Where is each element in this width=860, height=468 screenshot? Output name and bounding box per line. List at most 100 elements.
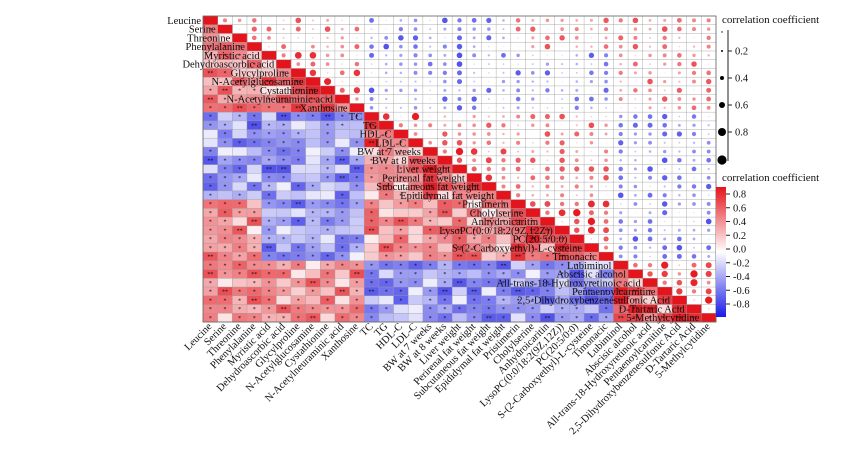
correlation-circle — [309, 69, 317, 77]
heatmap-cell — [408, 155, 424, 165]
heatmap-cell — [217, 164, 233, 174]
correlation-circle — [705, 270, 712, 277]
heatmap-cell — [393, 182, 409, 192]
heatmap-cell — [261, 252, 277, 262]
correlation-circle — [428, 53, 433, 58]
heatmap-cell — [276, 155, 292, 165]
significance-star: * — [473, 237, 476, 243]
correlation-circle — [691, 70, 697, 75]
heatmap-cell — [364, 278, 380, 288]
correlation-circle — [561, 45, 563, 48]
correlation-circle — [603, 227, 609, 234]
significance-star: * — [282, 80, 285, 86]
heatmap-cell — [334, 155, 350, 165]
heatmap-cell — [320, 190, 336, 200]
significance-star: * — [326, 158, 329, 164]
significance-star: * — [311, 185, 314, 191]
correlation-circle — [429, 133, 431, 135]
correlation-circle — [355, 97, 359, 101]
size-legend-dot — [721, 31, 723, 33]
significance-star: * — [267, 150, 270, 156]
correlation-circle — [678, 193, 681, 197]
heatmap-cell — [364, 164, 380, 174]
heatmap-cell — [305, 138, 321, 148]
heatmap-cell — [261, 243, 277, 253]
correlation-circle — [575, 62, 579, 66]
row-label: PC(20:5/0:0) — [513, 235, 568, 246]
correlation-circle — [560, 18, 564, 23]
heatmap-cell — [349, 313, 365, 323]
significance-star: * — [355, 141, 358, 147]
correlation-circle — [383, 43, 390, 50]
heatmap-cell — [437, 182, 453, 192]
correlation-circle — [647, 271, 653, 277]
heatmap-cell — [393, 208, 409, 218]
significance-star: ** — [251, 272, 257, 278]
heatmap-cell — [232, 182, 248, 192]
heatmap-cell — [261, 234, 277, 244]
heatmap-cell — [203, 243, 218, 253]
heatmap-cell — [657, 287, 673, 297]
significance-star: * — [502, 316, 505, 322]
significance-star: * — [546, 255, 549, 261]
correlation-circle — [456, 52, 463, 59]
correlation-circle — [691, 61, 697, 67]
color-legend-label: -0.8 — [733, 300, 750, 311]
correlation-circle — [648, 211, 652, 215]
correlation-circle — [545, 18, 550, 23]
correlation-circle — [296, 62, 301, 66]
correlation-circle — [619, 62, 622, 66]
heatmap-cell — [510, 313, 526, 323]
correlation-circle — [561, 63, 564, 66]
heatmap-cell — [232, 252, 248, 262]
significance-star: * — [414, 281, 417, 287]
correlation-circle — [501, 123, 506, 128]
significance-star: * — [399, 246, 402, 252]
correlation-circle — [398, 26, 404, 32]
correlation-circle — [486, 140, 492, 146]
correlation-circle — [385, 106, 388, 109]
heatmap-cell — [496, 252, 512, 262]
significance-star: ** — [544, 228, 550, 234]
heatmap-cell — [349, 278, 365, 288]
correlation-circle — [706, 149, 711, 154]
correlation-circle — [618, 53, 623, 58]
heatmap-cell — [276, 77, 292, 87]
correlation-circle — [456, 139, 463, 146]
significance-star: * — [341, 237, 344, 243]
heatmap-cell — [466, 217, 482, 227]
heatmap-cell — [613, 313, 629, 323]
significance-star: ** — [676, 316, 682, 322]
heatmap-cell — [378, 243, 394, 253]
correlation-circle — [516, 140, 521, 145]
heatmap-cell — [320, 103, 336, 113]
significance-star: * — [355, 185, 358, 191]
significance-star: * — [223, 202, 226, 208]
heatmap-cell — [525, 252, 541, 262]
heatmap-cell — [364, 269, 380, 279]
heatmap-cell — [203, 217, 218, 227]
correlation-circle — [575, 71, 578, 74]
heatmap-cell — [305, 269, 321, 279]
heatmap-cell — [364, 120, 380, 130]
significance-star: * — [297, 220, 300, 226]
correlation-circle — [618, 18, 623, 23]
correlation-circle — [339, 87, 345, 93]
heatmap-cell — [217, 120, 233, 130]
significance-star: ** — [632, 290, 638, 296]
significance-star: ** — [207, 272, 213, 278]
heatmap-cell — [217, 68, 233, 78]
heatmap-cell — [334, 234, 350, 244]
correlation-circle — [531, 45, 535, 49]
correlation-circle — [399, 80, 402, 83]
correlation-circle — [456, 43, 463, 50]
significance-star: * — [209, 290, 212, 296]
correlation-circle — [354, 26, 360, 32]
correlation-circle — [662, 280, 667, 285]
correlation-circle — [252, 18, 257, 23]
significance-star: * — [458, 263, 461, 269]
heatmap-cell — [554, 278, 570, 288]
heatmap-cell — [510, 252, 526, 262]
significance-star: ** — [266, 80, 272, 86]
heatmap-cell — [232, 42, 248, 52]
